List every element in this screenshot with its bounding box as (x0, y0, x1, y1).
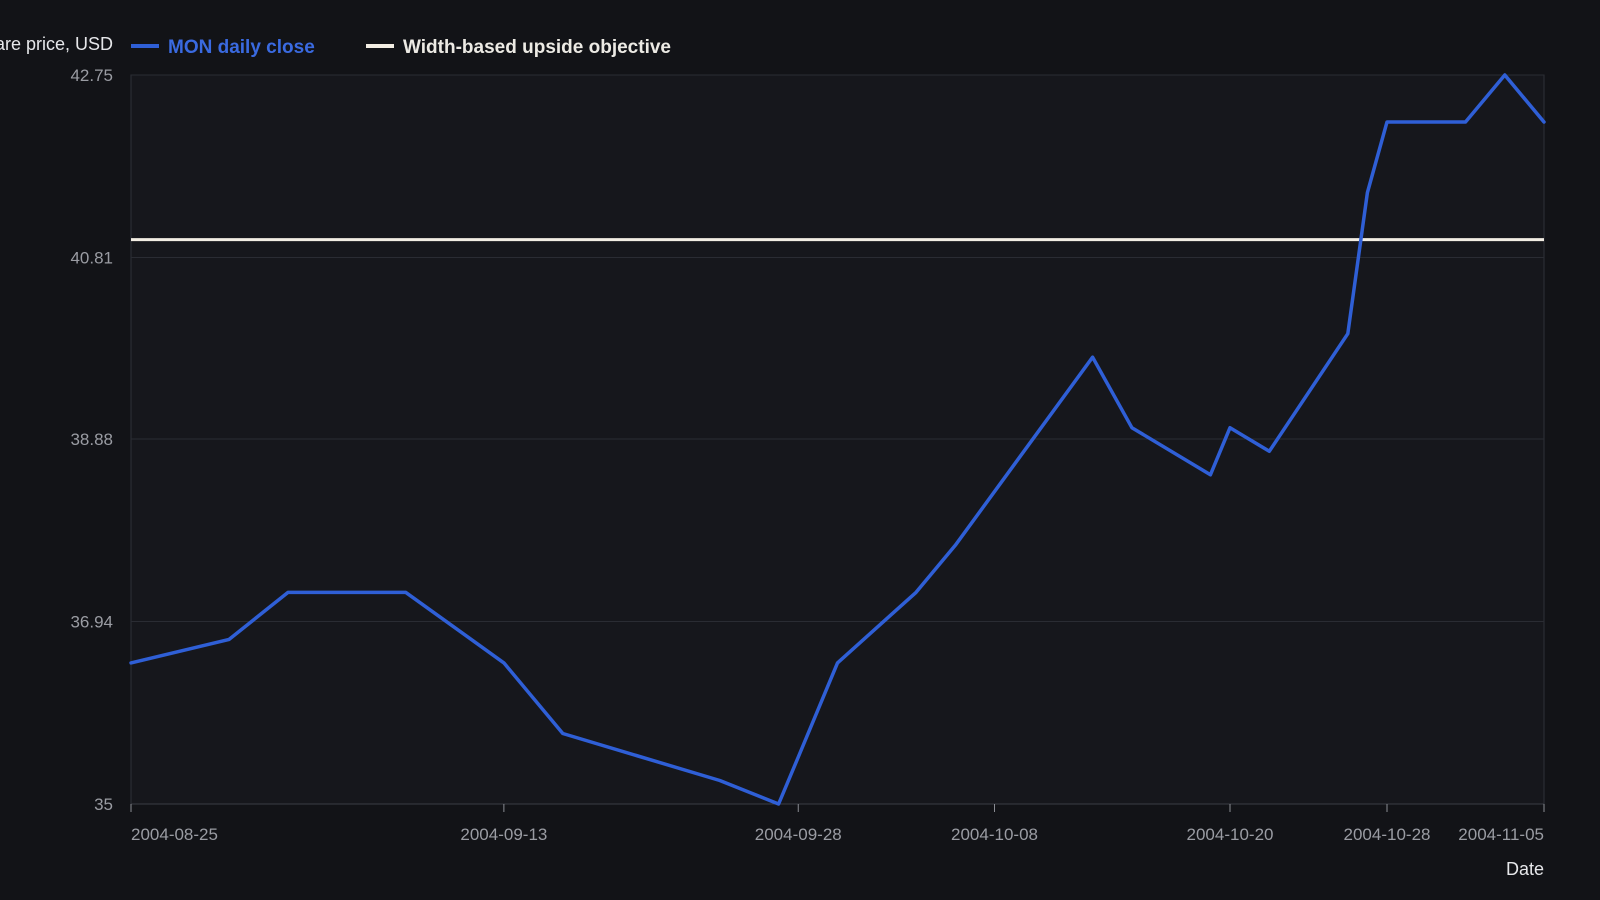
x-tick-label: 2004-08-25 (131, 825, 218, 844)
y-axis: 35 36.94 38.88 40.81 42.75 (70, 66, 113, 814)
mon-close-line (129, 73, 1546, 806)
x-tick-label: 2004-10-28 (1344, 825, 1431, 844)
y-tick-label: 35 (94, 795, 113, 814)
x-axis-title: Date (1506, 859, 1544, 879)
legend-label-mon: MON daily close (168, 37, 315, 58)
y-tick-label: 40.81 (70, 248, 113, 267)
y-tick-label: 36.94 (70, 613, 113, 632)
x-tick-label: 2004-11-05 (1458, 825, 1544, 844)
x-tick-label: 2004-10-20 (1187, 825, 1274, 844)
legend: MON daily close Width-based upside object… (131, 37, 671, 58)
y-axis-title: Share price, USD (0, 34, 113, 54)
y-tick-label: 38.88 (70, 430, 113, 449)
series-layer (129, 73, 1546, 806)
x-tick-label: 2004-09-13 (460, 825, 547, 844)
x-axis: 2004-08-25 2004-09-13 2004-09-28 2004-10-08… (130, 803, 1545, 844)
x-tick-label: 2004-09-28 (755, 825, 842, 844)
legend-label-objective: Width-based upside objective (403, 37, 671, 58)
y-tick-label: 42.75 (70, 66, 113, 85)
x-tick-label: 2004-10-08 (951, 825, 1038, 844)
